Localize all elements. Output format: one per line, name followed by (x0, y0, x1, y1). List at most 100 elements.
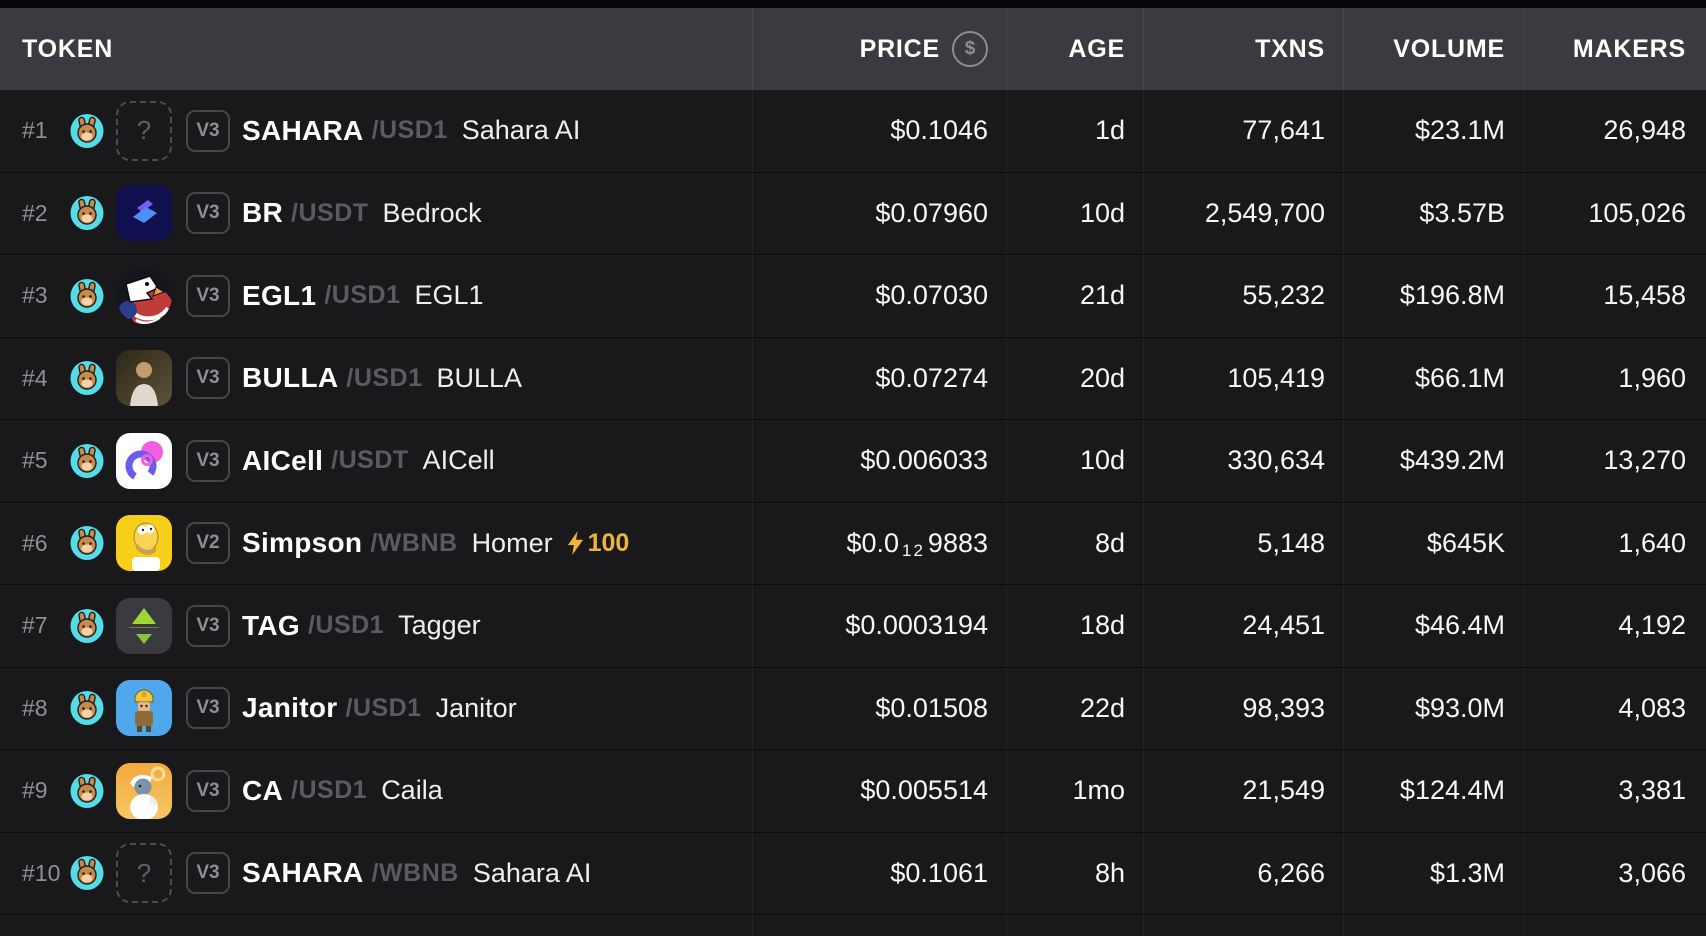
token-symbol: SAHARA (242, 857, 364, 889)
column-header-token[interactable]: TOKEN (0, 8, 752, 90)
rank-label: #7 (22, 612, 48, 639)
txns-cell: 5,148 (1143, 502, 1343, 584)
token-row[interactable]: #5 V3 AICell /USDT AICell $0.006033 10d … (0, 420, 1706, 503)
quote-token: /USD1 (371, 116, 448, 145)
token-symbol: SAHARA (242, 114, 364, 146)
price-cell: $0.006033 (752, 420, 1006, 502)
rank-label: #6 (22, 529, 48, 556)
column-header-token-label: TOKEN (22, 34, 114, 63)
unknown-token-icon: ? (116, 100, 172, 161)
volume-cell: $46.4M (1343, 585, 1523, 667)
age-cell: 8h (1006, 832, 1143, 914)
age-cell: 1mo (1006, 750, 1143, 832)
makers-cell: 3,066 (1523, 832, 1706, 914)
makers-cell: 105,026 (1523, 172, 1706, 254)
token-symbol: Janitor (242, 692, 338, 724)
volume-cell: $1.3M (1343, 832, 1523, 914)
price-cell: $0.0003194 (752, 585, 1006, 667)
quote-token: /WBNB (371, 858, 459, 887)
age-cell: 8d (1006, 502, 1143, 584)
dollar-circle-icon[interactable]: $ (952, 31, 988, 67)
dex-version-badge: V3 (186, 604, 230, 647)
top-strip (0, 0, 1706, 8)
age-cell: 10d (1006, 172, 1143, 254)
age-cell: 22d (1006, 667, 1143, 749)
column-header-age-label: AGE (1068, 34, 1125, 63)
tagger-logo-icon (116, 597, 172, 654)
token-name: AICell (422, 445, 495, 476)
makers-cell: 15,458 (1523, 255, 1706, 337)
token-cell: #2 V3 BR /USDT Bedrock (0, 173, 752, 255)
token-name: Homer (471, 527, 553, 558)
price-cell: $0.0 12 9883 (752, 502, 1006, 584)
makers-cell: 4,192 (1523, 585, 1706, 667)
token-symbol: BR (242, 197, 284, 229)
quote-token: /USDT (331, 446, 409, 475)
token-row[interactable]: #4 V3 BULLA /USD1 BULLA $0.07274 20d 105… (0, 337, 1706, 420)
bulla-logo-icon (116, 350, 172, 407)
token-row[interactable]: #10 ? V3 SAHARA /WBNB Sahara AI $0.1061 … (0, 832, 1706, 915)
column-header-txns[interactable]: TXNS (1143, 8, 1343, 90)
column-header-price[interactable]: PRICE $ (752, 8, 1006, 90)
boost-badge[interactable]: 100 (567, 529, 629, 558)
quote-token: /USD1 (346, 363, 423, 392)
pancakeswap-bunny-icon (70, 773, 104, 808)
price-cell: $0.07274 (752, 337, 1006, 419)
token-cell: #5 V3 AICell /USDT AICell (0, 420, 752, 502)
partial-token-row (0, 915, 1706, 936)
txns-cell: 77,641 (1143, 90, 1343, 172)
token-cell: #10 ? V3 SAHARA /WBNB Sahara AI (0, 833, 752, 915)
quote-token: /WBNB (370, 528, 458, 557)
column-header-age[interactable]: AGE (1006, 8, 1143, 90)
volume-cell: $66.1M (1343, 337, 1523, 419)
token-name: Bedrock (382, 197, 482, 228)
volume-cell: $124.4M (1343, 750, 1523, 832)
token-name: Janitor (435, 692, 517, 723)
rank-label: #8 (22, 694, 48, 721)
makers-cell: 1,640 (1523, 502, 1706, 584)
rank-label: #9 (22, 777, 48, 804)
bedrock-logo-icon (116, 185, 172, 242)
price-cell: $0.1061 (752, 832, 1006, 914)
token-row[interactable]: #9 V3 CA /USD1 Caila $0.005514 1 (0, 750, 1706, 833)
pancakeswap-bunny-icon (70, 113, 104, 148)
dex-version-badge: V3 (186, 852, 230, 895)
price-cell: $0.07960 (752, 172, 1006, 254)
token-name: BULLA (436, 362, 523, 393)
token-cell: #4 V3 BULLA /USD1 BULLA (0, 338, 752, 420)
txns-cell: 24,451 (1143, 585, 1343, 667)
token-row[interactable]: #2 V3 BR /USDT Bedrock $0.07960 10d 2,54… (0, 172, 1706, 255)
caila-logo-icon (116, 762, 172, 819)
volume-cell: $93.0M (1343, 667, 1523, 749)
volume-cell: $439.2M (1343, 420, 1523, 502)
age-cell: 1d (1006, 90, 1143, 172)
pancakeswap-bunny-icon (70, 196, 104, 231)
token-name: Tagger (398, 610, 481, 641)
token-name: Caila (381, 775, 443, 806)
token-cell: #7 V3 TAG /USD1 Tagger (0, 585, 752, 667)
token-row[interactable]: #1 ? V3 SAHARA /USD1 Sahara AI $0.1046 1… (0, 90, 1706, 173)
column-header-volume[interactable]: VOLUME (1343, 8, 1523, 90)
txns-cell: 21,549 (1143, 750, 1343, 832)
dex-version-badge: V3 (186, 769, 230, 812)
token-name: EGL1 (414, 280, 484, 311)
pancakeswap-bunny-icon (70, 608, 104, 643)
token-symbol: EGL1 (242, 279, 317, 311)
rank-label: #3 (22, 282, 48, 309)
token-row[interactable]: #7 V3 TAG /USD1 Tagger $0.0003194 18d 24… (0, 585, 1706, 668)
table-header-row: TOKEN PRICE $ AGE TXNS VOLUME MAKERS (0, 8, 1706, 90)
dex-version-badge: V3 (186, 439, 230, 482)
token-row[interactable]: #6 V2 Simpson /WBNB Homer 100 (0, 502, 1706, 585)
simpson-homer-logo-icon (116, 515, 172, 572)
token-row[interactable]: #8 V3 Janitor /USD1 Janitor $0.01508 22d… (0, 667, 1706, 750)
txns-cell: 2,549,700 (1143, 172, 1343, 254)
token-row[interactable]: #3 V3 EGL1 /USD1 EGL1 $0.07030 21d 55,23… (0, 255, 1706, 338)
makers-cell: 3,381 (1523, 750, 1706, 832)
rank-label: #4 (22, 364, 48, 391)
token-symbol: TAG (242, 609, 300, 641)
dex-version-badge: V3 (186, 274, 230, 317)
quote-token: /USDT (291, 198, 369, 227)
column-header-makers[interactable]: MAKERS (1523, 8, 1706, 90)
dex-version-badge: V3 (186, 687, 230, 730)
